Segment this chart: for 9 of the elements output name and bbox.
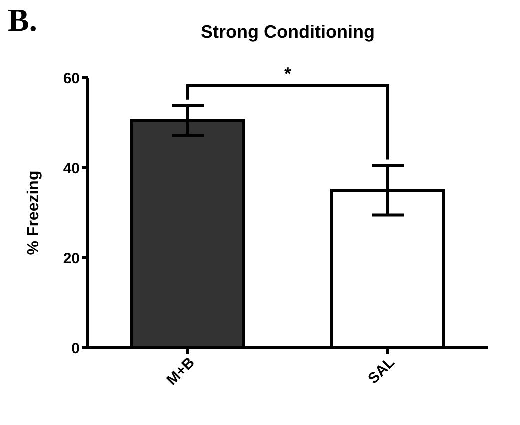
y-tick-label: 20 bbox=[63, 250, 80, 268]
y-axis-title: % Freezing bbox=[26, 170, 43, 256]
chart-title: Strong Conditioning bbox=[200, 22, 376, 43]
x-tick-label: SAL bbox=[365, 354, 398, 388]
y-tick-label: 40 bbox=[63, 160, 80, 178]
annotation: * bbox=[284, 64, 292, 84]
y-tick-label: 0 bbox=[72, 340, 80, 358]
text: B. bbox=[8, 2, 38, 39]
y-tick-label: 60 bbox=[63, 70, 80, 88]
